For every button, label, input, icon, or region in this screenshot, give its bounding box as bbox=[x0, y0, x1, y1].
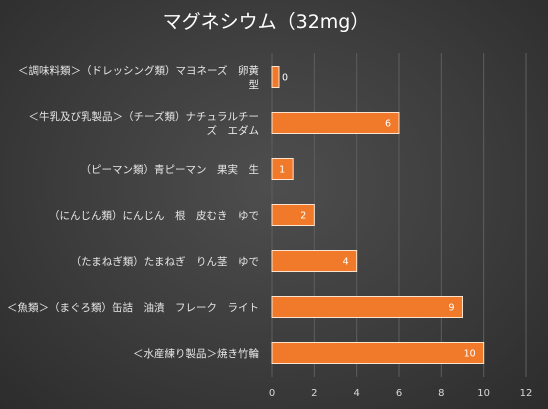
bar-value-label: 1 bbox=[279, 165, 285, 176]
category-label: ＜魚類＞（まぐろ類）缶詰 油漬 フレーク ライト bbox=[7, 301, 259, 314]
bar bbox=[271, 250, 358, 272]
bar-value-label: 4 bbox=[343, 257, 349, 268]
x-tick-label: 10 bbox=[477, 388, 490, 399]
bar bbox=[271, 342, 485, 364]
bar bbox=[271, 158, 294, 180]
bar bbox=[271, 296, 463, 318]
x-tick-label: 0 bbox=[269, 388, 275, 399]
chart-title: マグネシウム（32mg） bbox=[163, 11, 370, 33]
x-tick-label: 8 bbox=[438, 388, 444, 399]
x-tick-label: 2 bbox=[311, 388, 317, 399]
category-label: ＜牛乳及び乳製品＞（チーズ類）ナチュラルチー bbox=[29, 110, 259, 123]
bar-value-label: 0 bbox=[282, 73, 288, 84]
category-label: （たまねぎ類）たまねぎ りん茎 ゆで bbox=[71, 255, 259, 268]
bar bbox=[271, 66, 280, 88]
bar-value-label: 2 bbox=[300, 211, 306, 222]
category-label: ＜水産練り製品＞焼き竹輪 bbox=[133, 347, 259, 360]
category-label: ＜調味料類＞（ドレッシング類）マヨネーズ 卵黄 bbox=[18, 64, 259, 77]
bar-value-label: 10 bbox=[464, 349, 476, 360]
bar bbox=[271, 112, 400, 134]
category-label: 型 bbox=[249, 78, 260, 91]
x-axis-ticks: 0 2 4 6 8 10 12 bbox=[269, 388, 533, 399]
bar-value-label: 6 bbox=[385, 119, 391, 130]
bar-value-label: 9 bbox=[448, 303, 454, 314]
category-label: ズ エダム bbox=[207, 124, 260, 137]
category-label: （にんじん類）にんじん 根 皮むき ゆで bbox=[49, 209, 259, 222]
category-label: （ピーマン類）青ピーマン 果実 生 bbox=[81, 163, 260, 176]
x-tick-label: 12 bbox=[520, 388, 533, 399]
category-labels: ＜調味料類＞（ドレッシング類）マヨネーズ 卵黄型 ＜牛乳及び乳製品＞（チーズ類）ナ… bbox=[7, 64, 259, 360]
x-tick-label: 4 bbox=[353, 388, 359, 399]
bar bbox=[271, 204, 315, 226]
x-tick-label: 6 bbox=[396, 388, 402, 399]
gridlines bbox=[271, 53, 527, 377]
